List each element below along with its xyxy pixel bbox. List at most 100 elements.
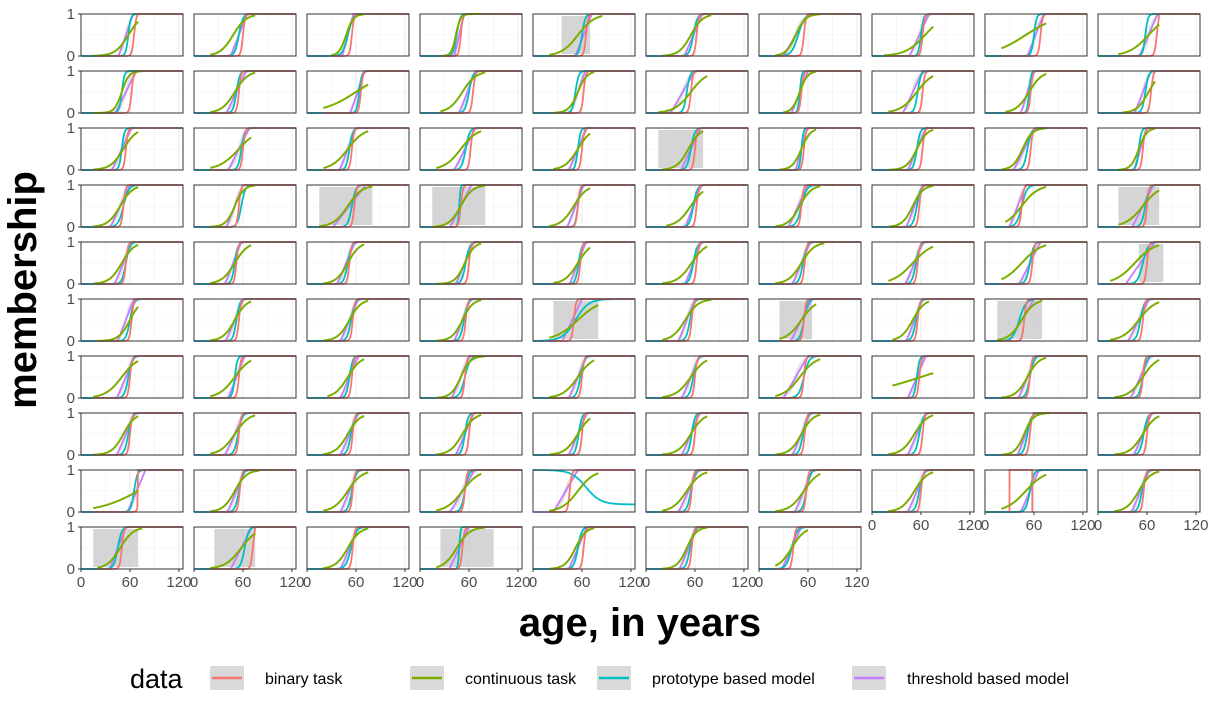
facet-panel xyxy=(984,241,1088,285)
facet-panel xyxy=(532,412,636,456)
panel-border xyxy=(306,70,410,114)
facet-panel xyxy=(645,241,749,285)
facet-panel xyxy=(419,298,523,342)
panel-border xyxy=(80,412,184,456)
facet-panel xyxy=(306,241,410,285)
facet-panel xyxy=(419,355,523,399)
panel-border xyxy=(758,241,862,285)
panel-border xyxy=(419,412,523,456)
panel-border xyxy=(193,13,297,57)
panel-border xyxy=(758,298,862,342)
facet-panel xyxy=(1097,469,1201,513)
x-tick-label: 0 xyxy=(1094,517,1102,534)
x-tick-label: 120 xyxy=(1070,517,1095,534)
continuous-task-line xyxy=(436,355,486,399)
panel-border xyxy=(193,469,297,513)
continuous-task-line xyxy=(323,471,369,512)
confidence-ribbon xyxy=(319,187,373,225)
confidence-ribbon xyxy=(210,299,252,341)
facet-panel xyxy=(1097,355,1201,399)
panel-border xyxy=(758,412,862,456)
facet-panel xyxy=(871,127,975,171)
panel-border xyxy=(871,412,975,456)
facet-panel xyxy=(193,13,297,57)
continuous-task-line xyxy=(436,130,482,169)
x-tick-label: 60 xyxy=(348,574,365,591)
panel-border xyxy=(80,127,184,171)
confidence-ribbon xyxy=(440,14,482,56)
facet-panel xyxy=(419,526,523,570)
panel-border xyxy=(80,241,184,285)
panel-border xyxy=(871,469,975,513)
panel-border xyxy=(984,241,1088,285)
continuous-task-line xyxy=(323,243,365,285)
facet-panel: 01 xyxy=(67,291,184,350)
facet-panel xyxy=(306,355,410,399)
facet-panel xyxy=(532,355,636,399)
facet-panel xyxy=(984,412,1088,456)
facet-panel xyxy=(645,184,749,228)
panel-border xyxy=(1097,127,1201,171)
facet-panel xyxy=(532,298,636,342)
x-tick-label: 120 xyxy=(505,574,530,591)
panel-border xyxy=(419,70,523,114)
x-tick-label: 120 xyxy=(957,517,982,534)
continuous-task-line xyxy=(210,359,252,398)
continuous-task-line xyxy=(884,25,934,57)
legend-label: threshold based model xyxy=(907,671,1069,688)
panel-border xyxy=(871,241,975,285)
facet-panel xyxy=(758,184,862,228)
panel-border xyxy=(1097,298,1201,342)
facet-panel xyxy=(419,241,523,285)
facet-panel xyxy=(193,355,297,399)
panel-border xyxy=(419,13,523,57)
panel-border xyxy=(193,241,297,285)
panel-border xyxy=(645,355,749,399)
x-tick-label: 0 xyxy=(416,574,424,591)
y-axis-title: membership xyxy=(1,171,45,409)
continuous-task-line xyxy=(662,359,708,399)
x-tick-label: 60 xyxy=(461,574,478,591)
continuous-task-line xyxy=(549,527,595,570)
continuous-task-line xyxy=(892,300,930,341)
facet-panel xyxy=(984,469,1088,513)
continuous-task-line xyxy=(323,299,369,342)
confidence-ribbon xyxy=(210,185,255,227)
legend-label: continuous task xyxy=(465,671,577,688)
y-tick-label: 1 xyxy=(67,120,75,137)
facet-panel xyxy=(645,70,749,114)
panel-border xyxy=(80,526,184,570)
facet-panel: 01 xyxy=(67,6,184,65)
facet-panel xyxy=(532,127,636,171)
continuous-task-line xyxy=(553,246,591,284)
panel-border xyxy=(80,70,184,114)
continuous-task-line xyxy=(662,526,708,570)
panel-border xyxy=(758,184,862,228)
y-tick-label: 0 xyxy=(67,561,75,578)
continuous-task-line xyxy=(549,472,599,512)
facet-panel xyxy=(419,469,523,513)
legend-item: continuous task xyxy=(410,666,577,690)
x-tick-label: 120 xyxy=(166,574,191,591)
facet-panel xyxy=(758,298,862,342)
continuous-task-line xyxy=(1001,127,1047,171)
y-tick-label: 1 xyxy=(67,234,75,251)
confidence-ribbon xyxy=(662,470,707,512)
continuous-task-line xyxy=(1109,301,1160,341)
continuous-task-line xyxy=(1118,23,1160,56)
facet-panel xyxy=(758,13,862,57)
continuous-task-line xyxy=(210,414,256,455)
continuous-task-line xyxy=(1000,244,1047,281)
facet-panel: 01 xyxy=(67,120,184,179)
panel-border xyxy=(532,355,636,399)
confidence-ribbon xyxy=(210,71,255,113)
facet-panel xyxy=(193,412,297,456)
continuous-task-line xyxy=(888,75,934,113)
continuous-task-line xyxy=(210,244,252,284)
facet-panel xyxy=(193,469,297,513)
facet-panel xyxy=(645,412,749,456)
confidence-ribbon xyxy=(1118,187,1160,225)
panel-border xyxy=(871,355,975,399)
panel-border xyxy=(758,355,862,399)
